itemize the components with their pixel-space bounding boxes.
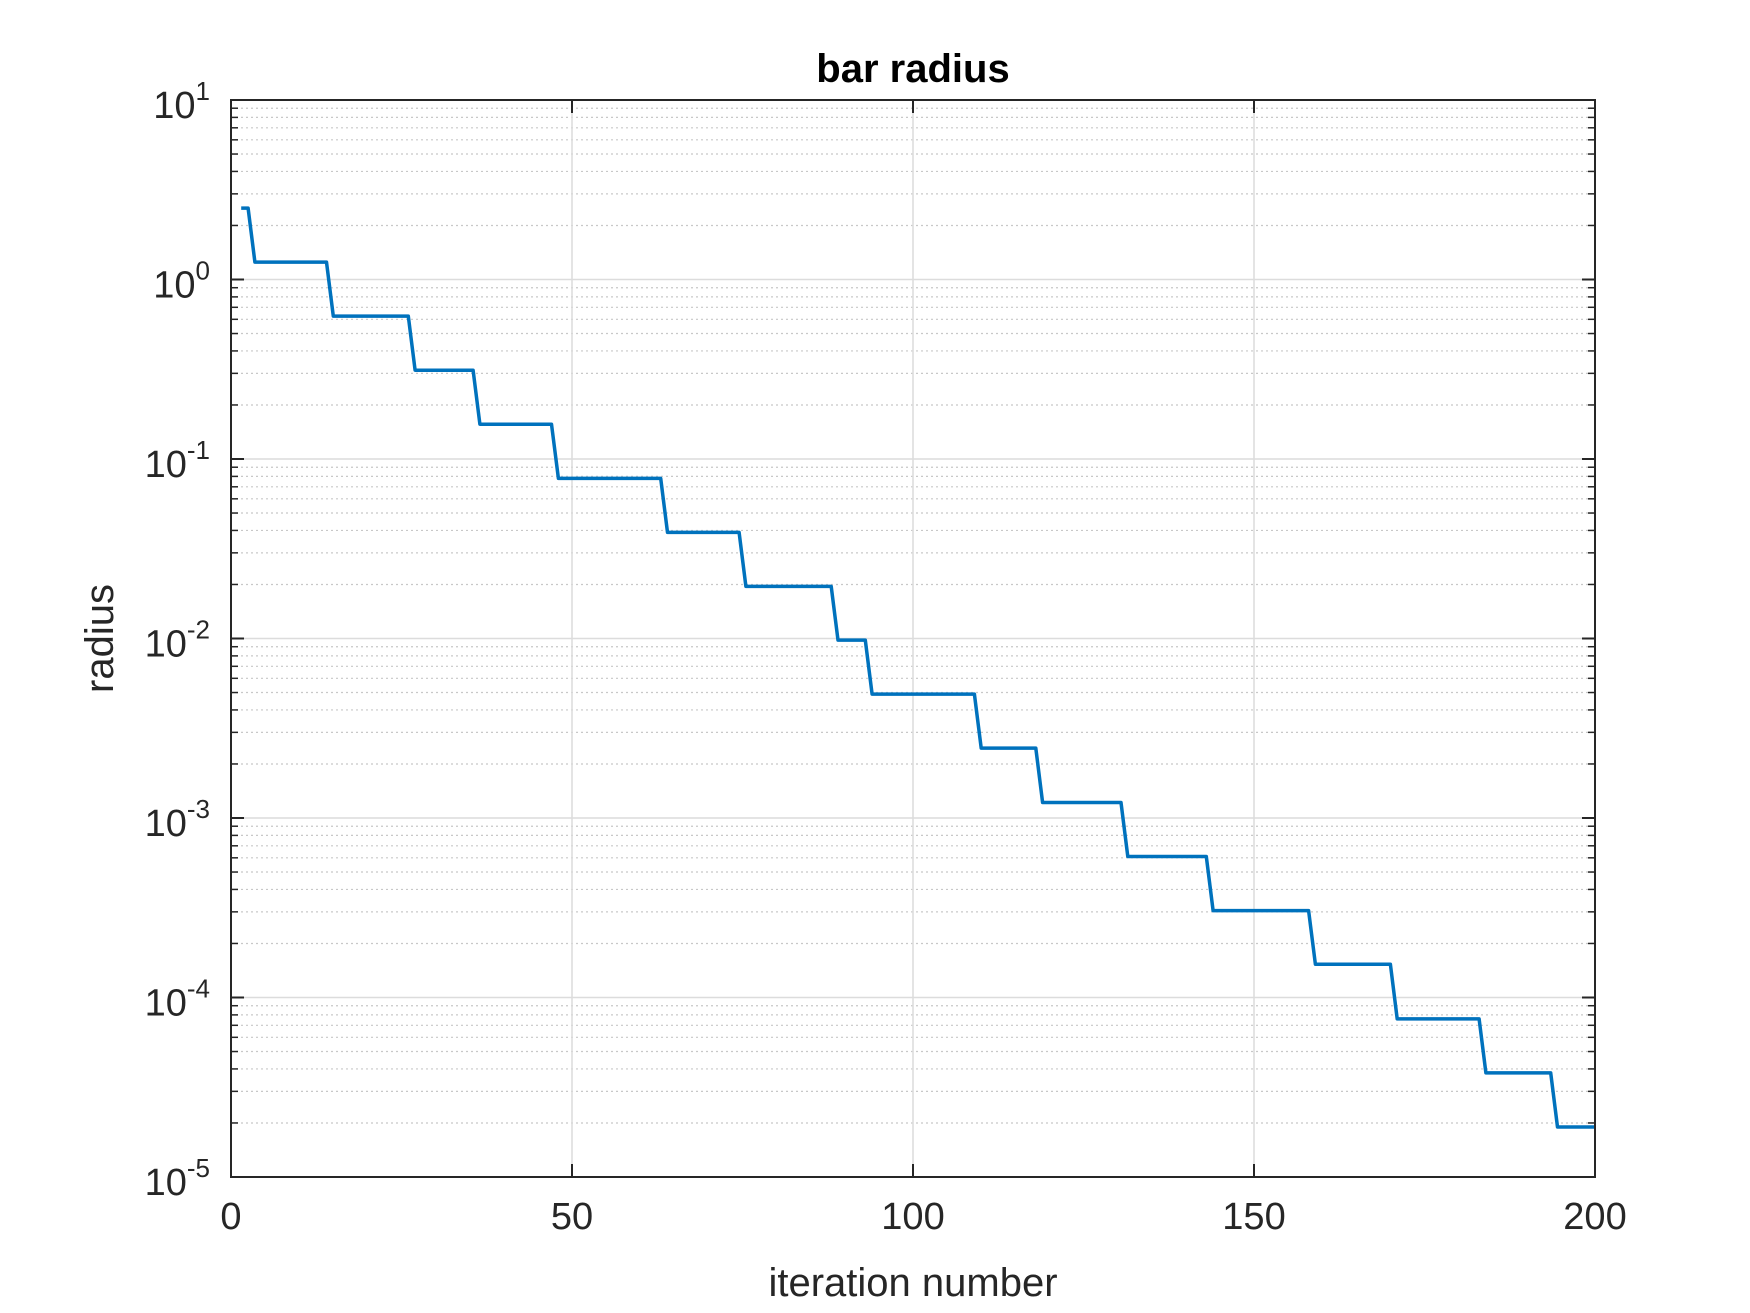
y-tick-label: 10-3 xyxy=(145,794,210,845)
x-tick-label: 200 xyxy=(1563,1196,1626,1238)
y-tick-label: 100 xyxy=(153,256,210,307)
tick-marks xyxy=(230,99,1596,1178)
x-tick-label: 0 xyxy=(220,1196,241,1238)
chart-title: bar radius xyxy=(816,47,1009,91)
x-axis-label: iteration number xyxy=(768,1261,1057,1305)
y-tick-label: 10-5 xyxy=(145,1153,210,1204)
data-layer xyxy=(241,206,1595,1129)
y-tick-label: 10-4 xyxy=(145,974,210,1025)
y-tick-label: 10-1 xyxy=(145,435,210,486)
x-tick-label: 100 xyxy=(881,1196,944,1238)
y-axis-label: radius xyxy=(78,584,122,693)
x-tick-labels: 0 50 100 150 200 xyxy=(220,1196,1626,1238)
y-tick-label: 101 xyxy=(153,76,210,127)
y-tick-labels: 101 100 10-1 10-2 10-3 10-4 10-5 xyxy=(145,76,210,1204)
x-tick-label: 50 xyxy=(551,1196,593,1238)
y-tick-label: 10-2 xyxy=(145,615,210,666)
series-line xyxy=(241,206,1595,1129)
x-tick-label: 150 xyxy=(1222,1196,1285,1238)
